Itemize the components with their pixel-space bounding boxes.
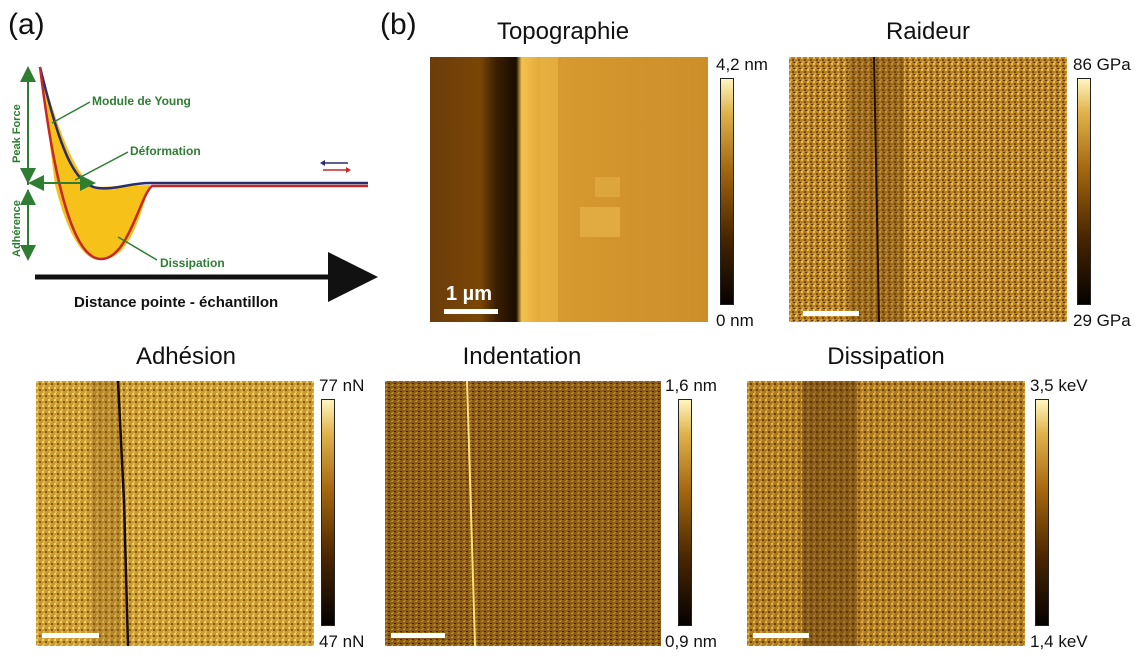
colorbar-max-topographie: 4,2 nm [716, 55, 768, 74]
colorbar-adhesion [321, 399, 335, 626]
colorbar-min-adhesion: 47 nN [319, 632, 365, 651]
force-curve-schematic: Module de Young Déformation Dissipation … [11, 66, 378, 311]
scale-bar-dissipation [753, 633, 809, 638]
colorbar-min-indentation: 0,9 nm [665, 632, 717, 651]
colorbar-indentation [678, 399, 692, 626]
label-deformation: Déformation [130, 144, 201, 158]
title-raideur: Raideur [885, 18, 971, 45]
scale-bar-adhesion [42, 633, 99, 638]
scale-bar-indentation [391, 633, 445, 638]
colorbar-min-topographie: 0 nm [716, 311, 754, 330]
title-indentation: Indentation [462, 343, 582, 370]
map-adhesion [36, 381, 314, 646]
colorbar-max-raideur: 86 GPa [1073, 55, 1131, 74]
title-dissipation: Dissipation [827, 343, 945, 370]
colorbar-dissipation [1035, 399, 1049, 626]
scale-label-topographie: 1 µm [446, 283, 492, 305]
colorbar-max-indentation: 1,6 nm [665, 376, 717, 395]
approach-curve [38, 66, 368, 190]
panel-label-b: (b) [380, 8, 417, 41]
map-raideur [789, 57, 1067, 322]
label-module-young: Module de Young [92, 94, 191, 108]
title-adhesion: Adhésion [135, 343, 237, 370]
label-dissipation: Dissipation [160, 256, 225, 270]
colorbar-min-raideur: 29 GPa [1073, 311, 1131, 330]
colorbar-max-adhesion: 77 nN [319, 376, 365, 395]
colorbar-min-dissipation: 1,4 keV [1030, 632, 1088, 651]
colorbar-topographie [720, 78, 734, 305]
label-peak-force: Peak Force [11, 104, 23, 163]
map-dissipation [747, 381, 1025, 646]
panel-label-a: (a) [8, 8, 45, 41]
label-distance-axis: Distance pointe - échantillon [74, 294, 278, 311]
colorbar-max-dissipation: 3,5 keV [1030, 376, 1088, 395]
colorbar-raideur [1077, 78, 1091, 305]
title-topographie: Topographie [496, 18, 630, 45]
map-indentation [385, 381, 661, 646]
label-adherence: Adhérence [11, 200, 23, 257]
retract-curve [38, 66, 368, 261]
map-topographie [430, 57, 708, 322]
scale-bar-topographie [444, 309, 498, 314]
scale-bar-raideur [803, 311, 859, 316]
